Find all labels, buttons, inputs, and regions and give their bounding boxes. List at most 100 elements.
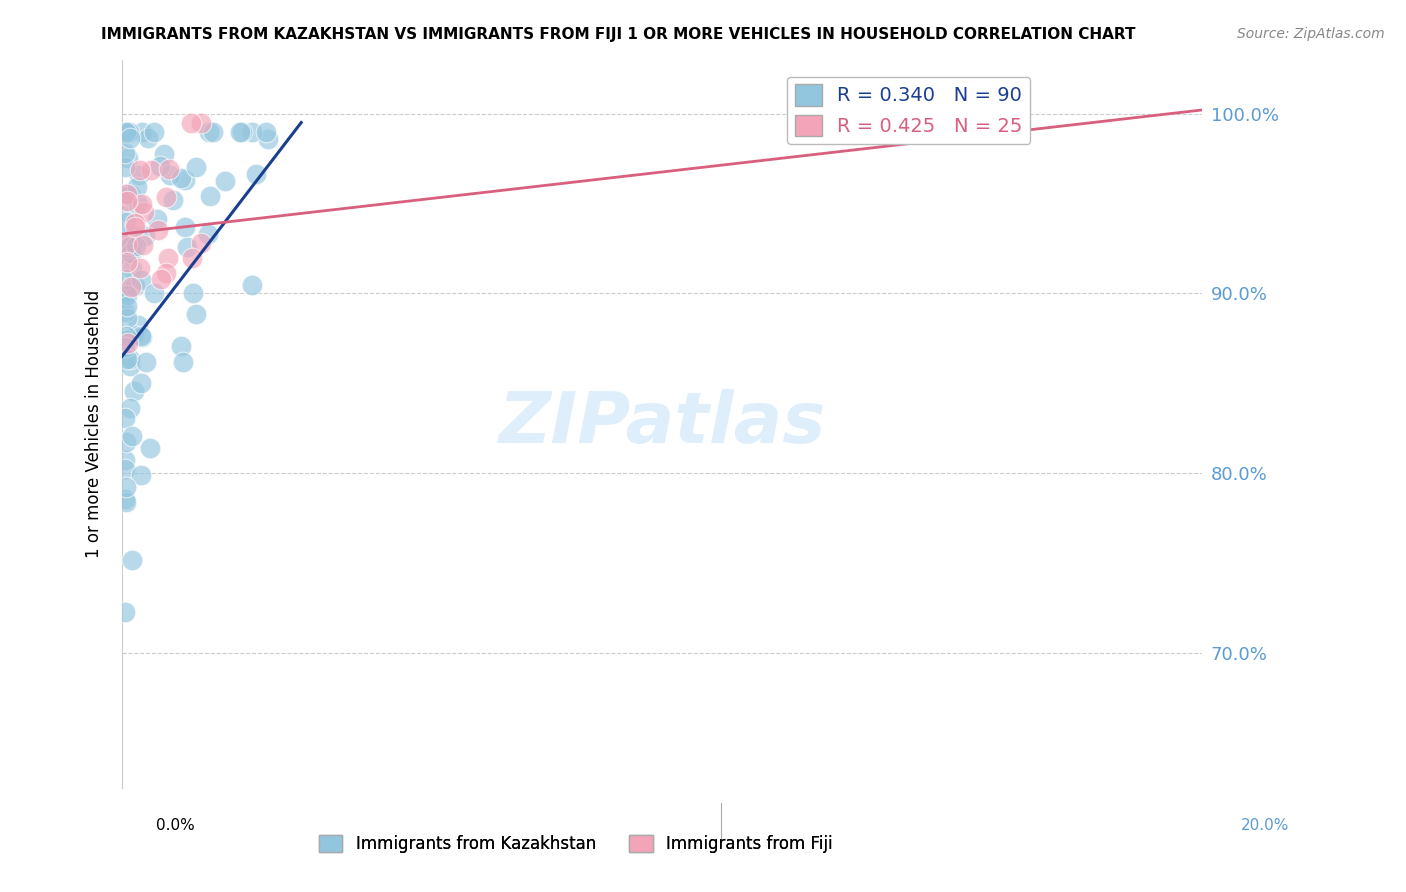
Point — [159, 161, 181, 176]
Text: 0.0%: 0.0% — [156, 818, 195, 832]
Point — [114, 495, 136, 509]
Point — [131, 376, 153, 390]
Point — [121, 553, 143, 567]
Point — [120, 280, 142, 294]
Point — [115, 299, 138, 313]
Point — [240, 124, 263, 138]
Point — [141, 163, 163, 178]
Point — [114, 305, 136, 319]
Point — [135, 355, 157, 369]
Point — [114, 492, 136, 507]
Point — [129, 329, 152, 343]
Point — [115, 285, 138, 300]
Point — [117, 255, 139, 269]
Point — [121, 429, 143, 443]
Y-axis label: 1 or more Vehicles in Household: 1 or more Vehicles in Household — [86, 290, 103, 558]
Point — [159, 168, 181, 182]
Point — [149, 272, 172, 286]
Point — [214, 174, 236, 188]
Point — [114, 461, 136, 475]
Text: Source: ZipAtlas.com: Source: ZipAtlas.com — [1237, 27, 1385, 41]
Point — [139, 441, 162, 455]
Point — [184, 160, 207, 174]
Point — [132, 238, 155, 252]
Point — [120, 239, 142, 253]
Point — [162, 194, 184, 208]
Point — [173, 220, 195, 235]
Point — [245, 167, 267, 181]
Point — [201, 124, 224, 138]
Point — [127, 196, 149, 211]
Point — [114, 291, 136, 305]
Point — [114, 411, 136, 425]
Point — [142, 285, 165, 300]
Point — [124, 279, 146, 293]
Legend: Immigrants from Kazakhstan, Immigrants from Fiji: Immigrants from Kazakhstan, Immigrants f… — [312, 828, 839, 860]
Point — [124, 327, 146, 342]
Point — [115, 124, 138, 138]
Point — [240, 278, 263, 293]
Point — [254, 124, 277, 138]
Point — [198, 189, 221, 203]
Point — [120, 188, 142, 202]
Point — [155, 190, 177, 204]
Point — [118, 352, 141, 367]
Point — [198, 124, 221, 138]
Point — [118, 240, 141, 254]
Point — [114, 340, 136, 354]
Point — [131, 124, 153, 138]
Point — [115, 329, 138, 343]
Point — [120, 359, 142, 373]
Point — [131, 197, 153, 211]
Point — [153, 146, 176, 161]
Point — [121, 239, 143, 253]
Point — [127, 318, 149, 333]
Point — [146, 212, 169, 227]
Point — [122, 384, 145, 398]
Point — [117, 237, 139, 252]
Text: IMMIGRANTS FROM KAZAKHSTAN VS IMMIGRANTS FROM FIJI 1 OR MORE VEHICLES IN HOUSEHO: IMMIGRANTS FROM KAZAKHSTAN VS IMMIGRANTS… — [101, 27, 1136, 42]
Point — [257, 132, 280, 146]
Point — [129, 467, 152, 482]
Point — [114, 606, 136, 620]
Text: 20.0%: 20.0% — [1241, 818, 1289, 832]
Point — [115, 435, 138, 450]
Point — [118, 401, 141, 415]
Point — [124, 216, 146, 230]
Point — [117, 311, 139, 326]
Point — [114, 272, 136, 286]
Point — [157, 251, 180, 265]
Point — [121, 261, 143, 276]
Point — [184, 308, 207, 322]
Point — [115, 333, 138, 347]
Point — [148, 222, 170, 236]
Point — [118, 130, 141, 145]
Point — [117, 205, 139, 219]
Point — [131, 330, 153, 344]
Point — [114, 480, 136, 494]
Point — [174, 173, 197, 187]
Point — [117, 186, 139, 201]
Point — [115, 215, 138, 229]
Point — [117, 240, 139, 254]
Point — [114, 187, 136, 202]
Point — [115, 124, 138, 138]
Point — [172, 355, 194, 369]
Point — [118, 189, 141, 203]
Point — [114, 160, 136, 174]
Point — [134, 228, 156, 243]
Point — [170, 171, 193, 186]
Point — [149, 159, 172, 173]
Point — [117, 335, 139, 350]
Point — [120, 246, 142, 260]
Point — [114, 247, 136, 261]
Point — [125, 239, 148, 253]
Point — [129, 162, 152, 177]
Point — [176, 240, 198, 254]
Point — [143, 124, 166, 138]
Point — [128, 169, 150, 183]
Point — [124, 220, 146, 235]
Point — [127, 180, 149, 194]
Point — [120, 227, 142, 242]
Point — [229, 124, 252, 138]
